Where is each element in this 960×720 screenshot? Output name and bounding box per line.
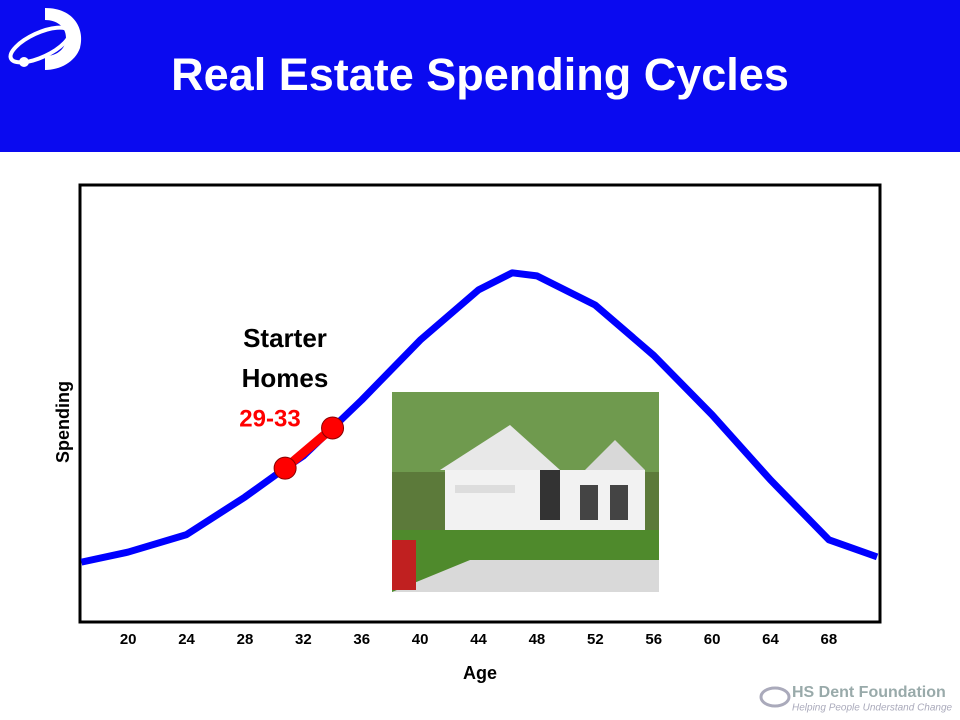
x-tick-label: 28 — [237, 631, 254, 648]
highlight-point — [273, 456, 297, 480]
y-axis-label: Spending — [53, 381, 73, 463]
logo-name: HS Dent Foundation — [792, 684, 946, 701]
chart-title: Real Estate Spending Cycles — [171, 49, 789, 100]
x-tick-label: 56 — [645, 631, 662, 648]
x-tick-label: 60 — [704, 631, 721, 648]
x-tick-label: 40 — [412, 631, 429, 648]
annotation-label: Starter Homes — [242, 323, 329, 393]
x-axis-label: Age — [463, 663, 497, 683]
header-logo — [8, 8, 82, 70]
x-tick-label: 36 — [353, 631, 370, 648]
highlight-point — [321, 416, 345, 440]
x-tick-label: 24 — [178, 631, 195, 648]
x-tick-label: 44 — [470, 631, 487, 648]
spending-curve — [80, 269, 879, 566]
x-tick-label: 48 — [529, 631, 546, 648]
x-tick-label: 32 — [295, 631, 312, 648]
logo-tagline: Helping People Understand Change — [792, 703, 953, 714]
x-tick-label: 20 — [120, 631, 137, 648]
annotation-range: 29-33 — [239, 405, 300, 432]
footer-logo: HS Dent Foundation Helping People Unders… — [759, 684, 953, 714]
x-tick-label: 68 — [821, 631, 838, 648]
x-tick-label: 52 — [587, 631, 604, 648]
house-photo — [392, 392, 659, 592]
x-tick-label: 64 — [762, 631, 779, 648]
header-band — [0, 0, 960, 152]
